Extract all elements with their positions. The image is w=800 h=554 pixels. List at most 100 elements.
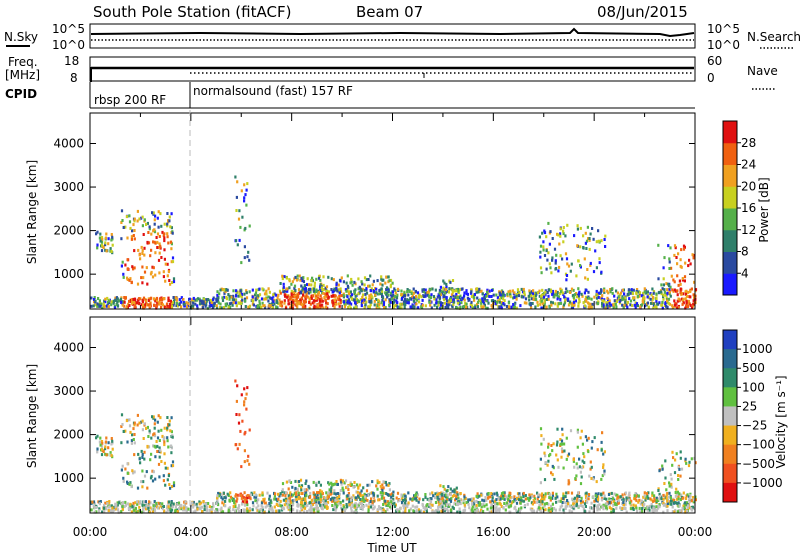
echo-cell (689, 303, 692, 307)
echo-cell (446, 495, 449, 499)
echo-cell (350, 506, 353, 510)
echo-cell (312, 299, 315, 303)
echo-cell (137, 248, 140, 252)
echo-cell (500, 494, 503, 498)
echo-cell (455, 293, 458, 296)
echo-cell (586, 438, 589, 442)
echo-cell (474, 304, 477, 308)
echo-cell (540, 497, 544, 501)
echo-cell (329, 489, 332, 493)
echo-cell (376, 481, 379, 485)
echo-cell (590, 306, 593, 309)
echo-cell (123, 505, 126, 509)
echo-cell (515, 306, 518, 310)
echo-cell (457, 289, 460, 293)
echo-cell (476, 492, 479, 496)
echo-cell (141, 485, 144, 489)
echo-cell (429, 288, 432, 292)
echo-cell (132, 267, 135, 271)
echo-cell (538, 504, 541, 508)
echo-cell (603, 497, 606, 500)
echo-cell (288, 297, 291, 301)
echo-cell (226, 492, 229, 496)
echo-cell (291, 503, 294, 507)
echo-cell (417, 294, 421, 298)
echo-cell (592, 477, 595, 481)
echo-cell (361, 295, 364, 299)
echo-cell (241, 502, 244, 506)
echo-cell (651, 297, 654, 301)
echo-cell (401, 295, 405, 298)
echo-cell (402, 510, 405, 514)
echo-cell (641, 301, 644, 305)
echo-cell (621, 506, 624, 510)
echo-cell (154, 214, 157, 218)
echo-cell (542, 240, 545, 244)
echo-cell (120, 301, 123, 304)
echo-cell (201, 306, 204, 310)
echo-cell (175, 304, 178, 308)
echo-cell (496, 493, 499, 497)
echo-cell (377, 498, 380, 502)
echo-cell (328, 482, 331, 486)
echo-cell (342, 293, 345, 297)
echo-cell (679, 474, 682, 478)
echo-cell (210, 301, 213, 305)
echo-cell (94, 303, 97, 307)
echo-cell (533, 292, 536, 296)
echo-cell (482, 300, 485, 303)
echo-cell (624, 303, 627, 307)
echo-cell (143, 457, 146, 461)
echo-cell (146, 282, 149, 286)
echo-cell (540, 494, 544, 498)
echo-cell (156, 246, 159, 249)
echo-cell (507, 505, 510, 509)
echo-cell (332, 482, 335, 486)
echo-cell (349, 281, 352, 285)
echo-cell (660, 303, 663, 307)
echo-cell (184, 507, 187, 511)
echo-cell (170, 226, 173, 230)
echo-cell (345, 281, 348, 285)
echo-cell (364, 292, 367, 296)
echo-cell (379, 507, 382, 511)
echo-cell (268, 494, 271, 498)
echo-cell (302, 280, 305, 284)
echo-cell (462, 501, 465, 505)
echo-cell (300, 291, 303, 295)
echo-cell (664, 459, 667, 463)
echo-cell (669, 473, 672, 477)
echo-cell (347, 290, 350, 294)
echo-cell (331, 483, 334, 487)
echo-cell (319, 285, 322, 289)
echo-cell (436, 494, 439, 497)
echo-cell (666, 291, 669, 295)
echo-cell (188, 297, 191, 301)
echo-cell (223, 495, 226, 499)
echo-cell (360, 502, 363, 506)
echo-cell (587, 436, 590, 440)
power-colorbar-step (723, 142, 737, 165)
echo-cell (692, 500, 695, 504)
echo-cell (240, 189, 243, 193)
echo-cell (559, 442, 562, 446)
echo-cell (198, 297, 201, 301)
echo-cell (380, 277, 383, 281)
echo-cell (237, 421, 241, 425)
echo-cell (683, 279, 686, 283)
echo-cell (294, 495, 298, 499)
echo-cell (367, 507, 370, 511)
echo-cell (145, 427, 148, 430)
echo-cell (619, 298, 622, 302)
echo-cell (583, 304, 586, 308)
echo-cell (572, 300, 576, 304)
echo-cell (292, 508, 295, 512)
echo-cell (437, 300, 441, 304)
echo-cell (325, 503, 328, 507)
echo-cell (140, 480, 143, 484)
echo-cell (559, 287, 562, 291)
echo-cell (246, 496, 249, 500)
echo-cell (158, 302, 161, 305)
echo-cell (290, 282, 293, 286)
echo-cell (215, 508, 218, 512)
